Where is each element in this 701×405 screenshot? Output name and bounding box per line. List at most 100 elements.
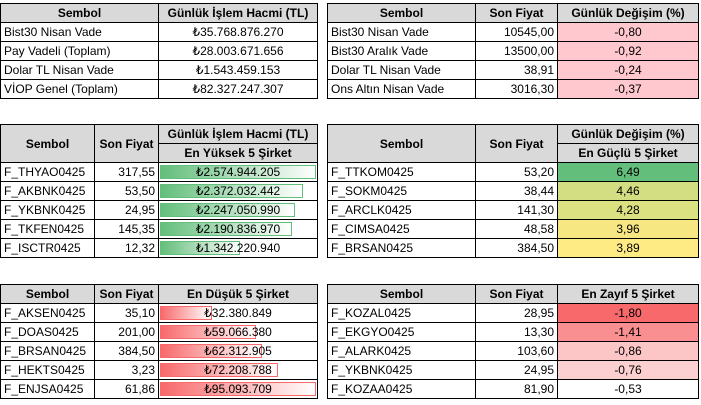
symbol-cell: F_ALARK0425 [327,341,476,361]
volume-bar-cell: ₺1.342.220.940 [158,238,318,258]
table-row: F_BRSAN0425 384,50 3,89 [327,238,699,258]
symbol-cell: F_EKGYO0425 [327,322,476,342]
change-cell: -0,37 [557,79,699,99]
volume-bar-cell: ₺2.247.050.990 [158,200,318,220]
price-cell: 141,30 [475,200,558,220]
symbol-cell: Ons Altın Nisan Vade [327,79,476,99]
change-cell: -0,80 [557,22,699,42]
volume-bar-cell: ₺72.208.788 [158,360,318,380]
volume-value: ₺59.066.380 [204,325,272,339]
volume-bar [160,203,296,217]
price-cell: 12,32 [94,238,159,258]
table-subheader-row: En Güçlü 5 Şirket [328,143,699,163]
table-row: F_KOZAL0425 28,95 -1,80 [327,303,699,323]
price-cell: 13,30 [475,322,558,342]
table-row: F_AKBNK0425 53,50 ₺2.372.032.442 [0,181,318,201]
table-row: F_YKBNK0425 24,95 -0,76 [327,360,699,380]
volume-cell: ₺35.768.876.270 [158,22,318,42]
table-row: F_DOAS0425 201,00 ₺59.066.380 [0,322,318,342]
volume-bar [160,344,263,358]
table-row: F_ENJSA0425 61,86 ₺95.093.709 [0,379,318,399]
volume-value: ₺2.372.032.442 [195,184,281,198]
col-header-symbol: Sembol [327,284,476,304]
price-cell: 317,55 [94,162,159,182]
symbol-cell: F_SOKM0425 [327,181,476,201]
volume-bar-cell: ₺2.574.944.205 [158,162,318,182]
symbol-cell: F_TTKOM0425 [327,162,476,182]
symbol-cell: Bist30 Nisan Vade [0,22,159,42]
col-header-change: Günlük Değişim (%) [557,3,699,23]
col-header-symbol: Sembol [327,3,476,23]
table-row: Ons Altın Nisan Vade 3016,30 -0,37 [327,79,699,99]
col-header-lowest-5: En Düşük 5 Şirket [158,284,318,304]
price-cell: 38,44 [475,181,558,201]
symbol-cell: F_YKBNK0425 [0,200,95,220]
table-row: Bist30 Aralık Vade 13500,00 -0,92 [327,41,699,61]
price-cell: 28,95 [475,303,558,323]
table-row: F_YKBNK0425 24,95 ₺2.247.050.990 [0,200,318,220]
col-header-price: Son Fiyat [94,284,159,304]
table-header-row: Sembol Son Fiyat En Zayıf 5 Şirket [327,284,699,304]
table-row: VİOP Genel (Toplam) ₺82.327.247.307 [0,79,318,99]
price-cell: 201,00 [94,322,159,342]
symbol-cell: F_BRSAN0425 [327,238,476,258]
change-cell: -0,53 [557,379,699,399]
volume-cell: ₺1.543.459.153 [158,60,318,80]
table-row: F_THYAO0425 317,55 ₺2.574.944.205 [0,162,318,182]
volume-bar-cell: ₺32.380.849 [158,303,318,323]
symbol-cell: Pay Vadeli (Toplam) [0,41,159,61]
volume-bar-cell: ₺62.312.905 [158,341,318,361]
price-cell: 3,23 [94,360,159,380]
symbol-cell: F_HEKTS0425 [0,360,95,380]
top-gainers-table: Sembol Son Fiyat Günlük Değişim (%) En G… [327,124,699,258]
volume-value: ₺1.342.220.940 [195,241,281,255]
col-header-symbol: Sembol [0,124,95,163]
price-cell: 3016,30 [475,79,558,99]
symbol-cell: F_KOZAL0425 [327,303,476,323]
table-row: F_HEKTS0425 3,23 ₺72.208.788 [0,360,318,380]
change-cell: -0,24 [557,60,699,80]
symbol-cell: Dolar TL Nisan Vade [327,60,476,80]
symbol-cell: VİOP Genel (Toplam) [0,79,159,99]
table-subheader-row: En Yüksek 5 Şirket [1,143,318,163]
volume-value: ₺2.574.944.205 [195,165,281,179]
symbol-cell: F_ARCLK0425 [327,200,476,220]
change-cell: -0,86 [557,341,699,361]
volume-bar [160,325,256,339]
change-cell: -0,76 [557,360,699,380]
table-row: Bist30 Nisan Vade ₺35.768.876.270 [0,22,318,42]
volume-bar [160,222,293,236]
table-header-row: Sembol Günlük İşlem Hacmi (TL) [0,3,318,23]
volume-bar-cell: ₺95.093.709 [158,379,318,399]
change-cell: -1,41 [557,322,699,342]
table-row: F_TTKOM0425 53,20 6,49 [327,162,699,182]
table-row: F_ALARK0425 103,60 -0,86 [327,341,699,361]
volume-value: ₺95.093.709 [204,382,272,396]
price-cell: 24,95 [94,200,159,220]
table-row: F_BRSAN0425 384,50 ₺62.312.905 [0,341,318,361]
volume-bar [160,306,212,320]
volume-bar [160,382,316,396]
volume-bar [160,184,304,198]
price-cell: 35,10 [94,303,159,323]
table-row: F_EKGYO0425 13,30 -1,41 [327,322,699,342]
table-row: Dolar TL Nisan Vade ₺1.543.459.153 [0,60,318,80]
symbol-cell: F_ISCTR0425 [0,238,95,258]
summary-volume-table: Sembol Günlük İşlem Hacmi (TL) Bist30 Ni… [0,3,318,99]
price-cell: 53,50 [94,181,159,201]
table-header-row: Sembol Son Fiyat Günlük İşlem Hacmi (TL) [0,124,318,163]
table-row: F_AKSEN0425 35,10 ₺32.380.849 [0,303,318,323]
price-cell: 384,50 [94,341,159,361]
top-losers-table: Sembol Son Fiyat En Zayıf 5 Şirket F_KOZ… [327,284,699,399]
table-header-row: Sembol Son Fiyat En Düşük 5 Şirket [0,284,318,304]
price-cell: 384,50 [475,238,558,258]
change-cell: 3,96 [557,219,699,239]
change-cell: -0,92 [557,41,699,61]
price-cell: 10545,00 [475,22,558,42]
col-header-price: Son Fiyat [475,284,558,304]
table-row: F_ARCLK0425 141,30 4,28 [327,200,699,220]
volume-value: ₺2.190.836.970 [195,222,281,236]
col-header-weakest-5: En Zayıf 5 Şirket [557,284,699,304]
symbol-cell: F_THYAO0425 [0,162,95,182]
col-header-price: Son Fiyat [475,3,558,23]
